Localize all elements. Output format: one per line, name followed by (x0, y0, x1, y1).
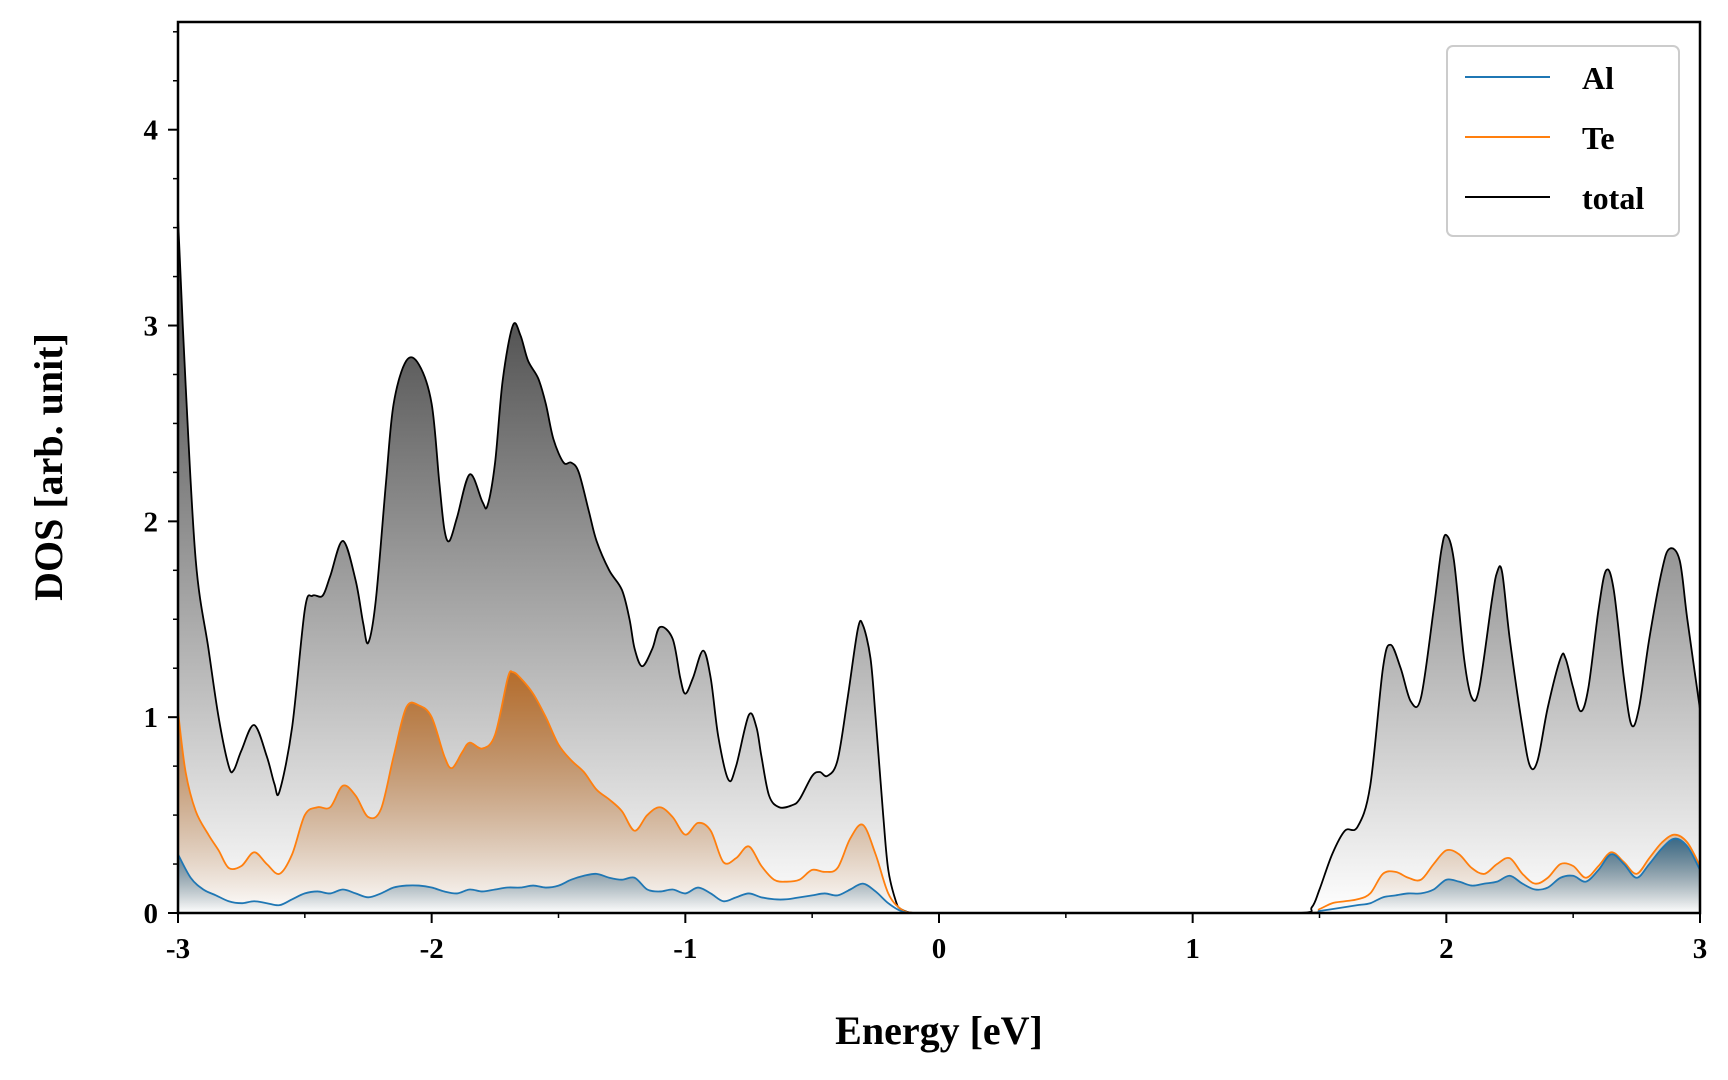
x-axis-title: Energy [eV] (835, 1008, 1043, 1053)
series-line-al (178, 837, 1700, 913)
series-line-te (178, 670, 1700, 913)
area-fill-al (178, 838, 1700, 913)
legend: Al Te total (1446, 45, 1680, 237)
x-tick-label: 2 (1439, 933, 1454, 965)
y-tick-label: 4 (144, 115, 159, 147)
plot-frame (176, 20, 1702, 915)
x-tick-label: -1 (673, 933, 697, 965)
y-tick-label: 2 (144, 506, 159, 538)
x-tick-label: -2 (420, 933, 444, 965)
area-fill-te (178, 671, 1700, 913)
legend-label-te: Te (1582, 120, 1615, 156)
series-line-total (178, 217, 1700, 913)
legend-label-total: total (1582, 180, 1644, 216)
legend-label-al: Al (1582, 60, 1614, 96)
legend-box (1446, 45, 1680, 237)
x-tick-label: 1 (1185, 933, 1200, 965)
area-fill-total (178, 217, 1700, 913)
y-tick-label: 0 (144, 898, 159, 930)
y-tick-label: 1 (144, 702, 159, 734)
x-tick-label: 0 (932, 933, 947, 965)
x-tick-label: -3 (166, 933, 190, 965)
y-axis-title: DOS [arb. unit] (26, 333, 71, 601)
y-tick-label: 3 (144, 311, 159, 343)
x-tick-label: 3 (1693, 933, 1708, 965)
